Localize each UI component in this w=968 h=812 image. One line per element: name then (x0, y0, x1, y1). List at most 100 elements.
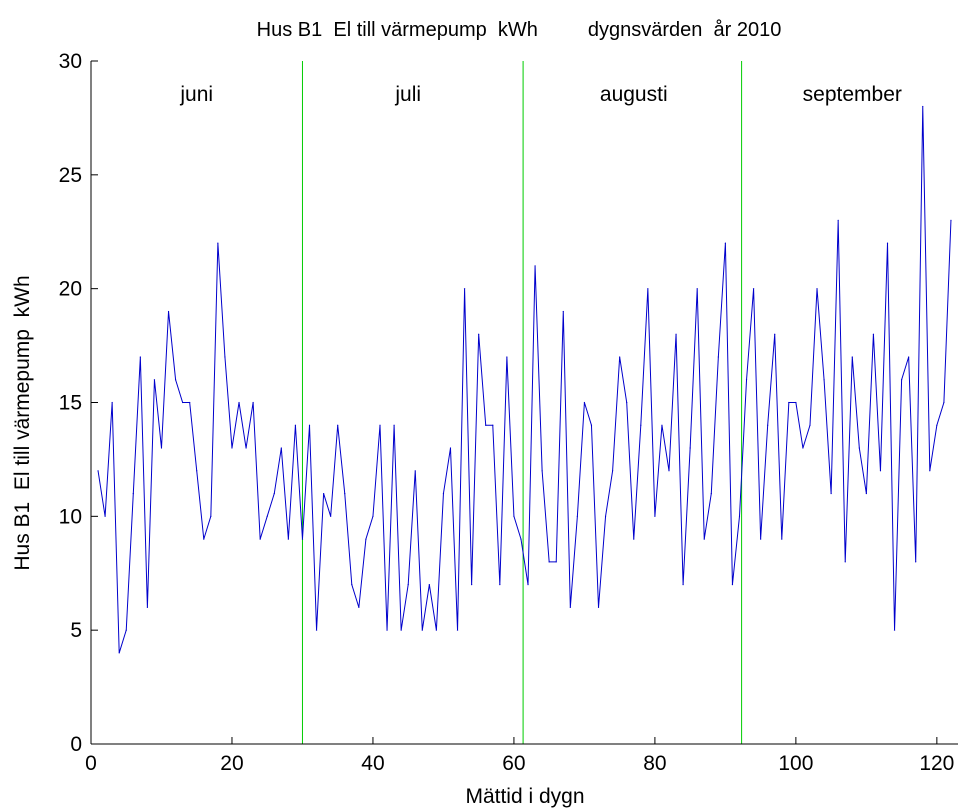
data-point (210, 515, 212, 517)
data-point (604, 515, 607, 517)
series-line (97, 106, 952, 654)
data-point (386, 629, 388, 631)
data-point (541, 470, 543, 472)
data-point (837, 219, 839, 221)
data-point (287, 538, 289, 540)
data-point (950, 219, 952, 221)
data-point (583, 401, 586, 404)
data-point (809, 424, 811, 426)
y-axis: 0 5 10 15 20 25 30 (59, 50, 98, 756)
data-point (146, 606, 148, 609)
data-point (858, 447, 860, 449)
data-point (633, 538, 635, 540)
data-point (696, 288, 698, 290)
data-point (654, 515, 656, 517)
data-point (499, 584, 501, 586)
month-label: juli (394, 83, 421, 106)
data-point (196, 470, 198, 472)
data-point (442, 492, 445, 495)
data-point (597, 606, 600, 609)
y-tick-label: 25 (59, 164, 82, 187)
data-point (435, 629, 437, 631)
month-label: juni (179, 83, 213, 106)
data-point (823, 379, 825, 381)
data-point (717, 356, 719, 358)
data-point (231, 447, 233, 449)
data-point (259, 538, 261, 540)
data-point (167, 310, 170, 313)
data-point (189, 401, 191, 404)
data-point (217, 242, 219, 244)
series-points (97, 105, 952, 654)
data-point (872, 333, 875, 335)
data-point (767, 424, 769, 426)
data-point (280, 447, 282, 449)
data-point (788, 401, 790, 404)
data-point (245, 447, 247, 449)
data-point (238, 401, 240, 404)
data-point (323, 492, 325, 495)
data-point (471, 584, 473, 586)
data-point (922, 105, 924, 108)
data-point (555, 561, 557, 563)
data-point (527, 584, 529, 586)
data-point (844, 561, 846, 563)
data-point (104, 515, 106, 517)
data-point (626, 401, 628, 404)
data-point (569, 606, 571, 609)
data-point (160, 447, 163, 449)
x-tick-label: 20 (220, 752, 243, 775)
data-point (886, 242, 889, 244)
data-point (513, 515, 515, 517)
data-point (703, 538, 705, 540)
data-point (315, 629, 318, 631)
data-point (760, 538, 762, 540)
x-axis: 0 20 40 60 80 100 120 (85, 737, 958, 775)
data-point (612, 470, 614, 472)
data-point (308, 424, 311, 426)
data-point (901, 379, 903, 381)
data-point (485, 424, 487, 426)
y-axis-label: Hus B1 El till värmepump kWh (11, 275, 34, 570)
data-point (534, 265, 536, 267)
data-point (174, 379, 177, 381)
data-point (675, 333, 677, 335)
data-point (661, 424, 663, 426)
data-point (893, 629, 896, 631)
data-point (731, 584, 734, 586)
data-point (414, 470, 416, 472)
data-point (506, 356, 508, 358)
data-point (647, 288, 649, 290)
month-label: augusti (600, 83, 668, 106)
x-tick-label: 100 (778, 752, 813, 775)
data-point (879, 470, 882, 472)
data-point (738, 515, 741, 517)
data-point (153, 379, 156, 381)
data-point (640, 424, 642, 426)
data-point (365, 538, 367, 540)
data-point (463, 288, 466, 290)
data-point (478, 333, 480, 335)
data-point (781, 538, 783, 540)
y-tick-label: 5 (70, 619, 82, 642)
data-point (125, 629, 127, 631)
y-tick-label: 15 (59, 392, 82, 415)
data-point (358, 606, 360, 609)
data-point (590, 424, 593, 426)
x-tick-label: 80 (643, 752, 666, 775)
data-point (752, 288, 755, 290)
data-point (344, 492, 346, 495)
data-point (372, 515, 374, 517)
month-label: september (803, 83, 902, 106)
data-point (802, 447, 804, 449)
data-point (266, 515, 268, 517)
data-point (400, 629, 402, 631)
y-tick-label: 10 (59, 505, 82, 528)
data-point (301, 538, 304, 540)
data-point (273, 492, 275, 495)
data-point (682, 584, 684, 586)
x-tick-label: 40 (361, 752, 384, 775)
data-point (548, 561, 550, 563)
data-point (97, 470, 99, 472)
data-point (139, 356, 141, 358)
